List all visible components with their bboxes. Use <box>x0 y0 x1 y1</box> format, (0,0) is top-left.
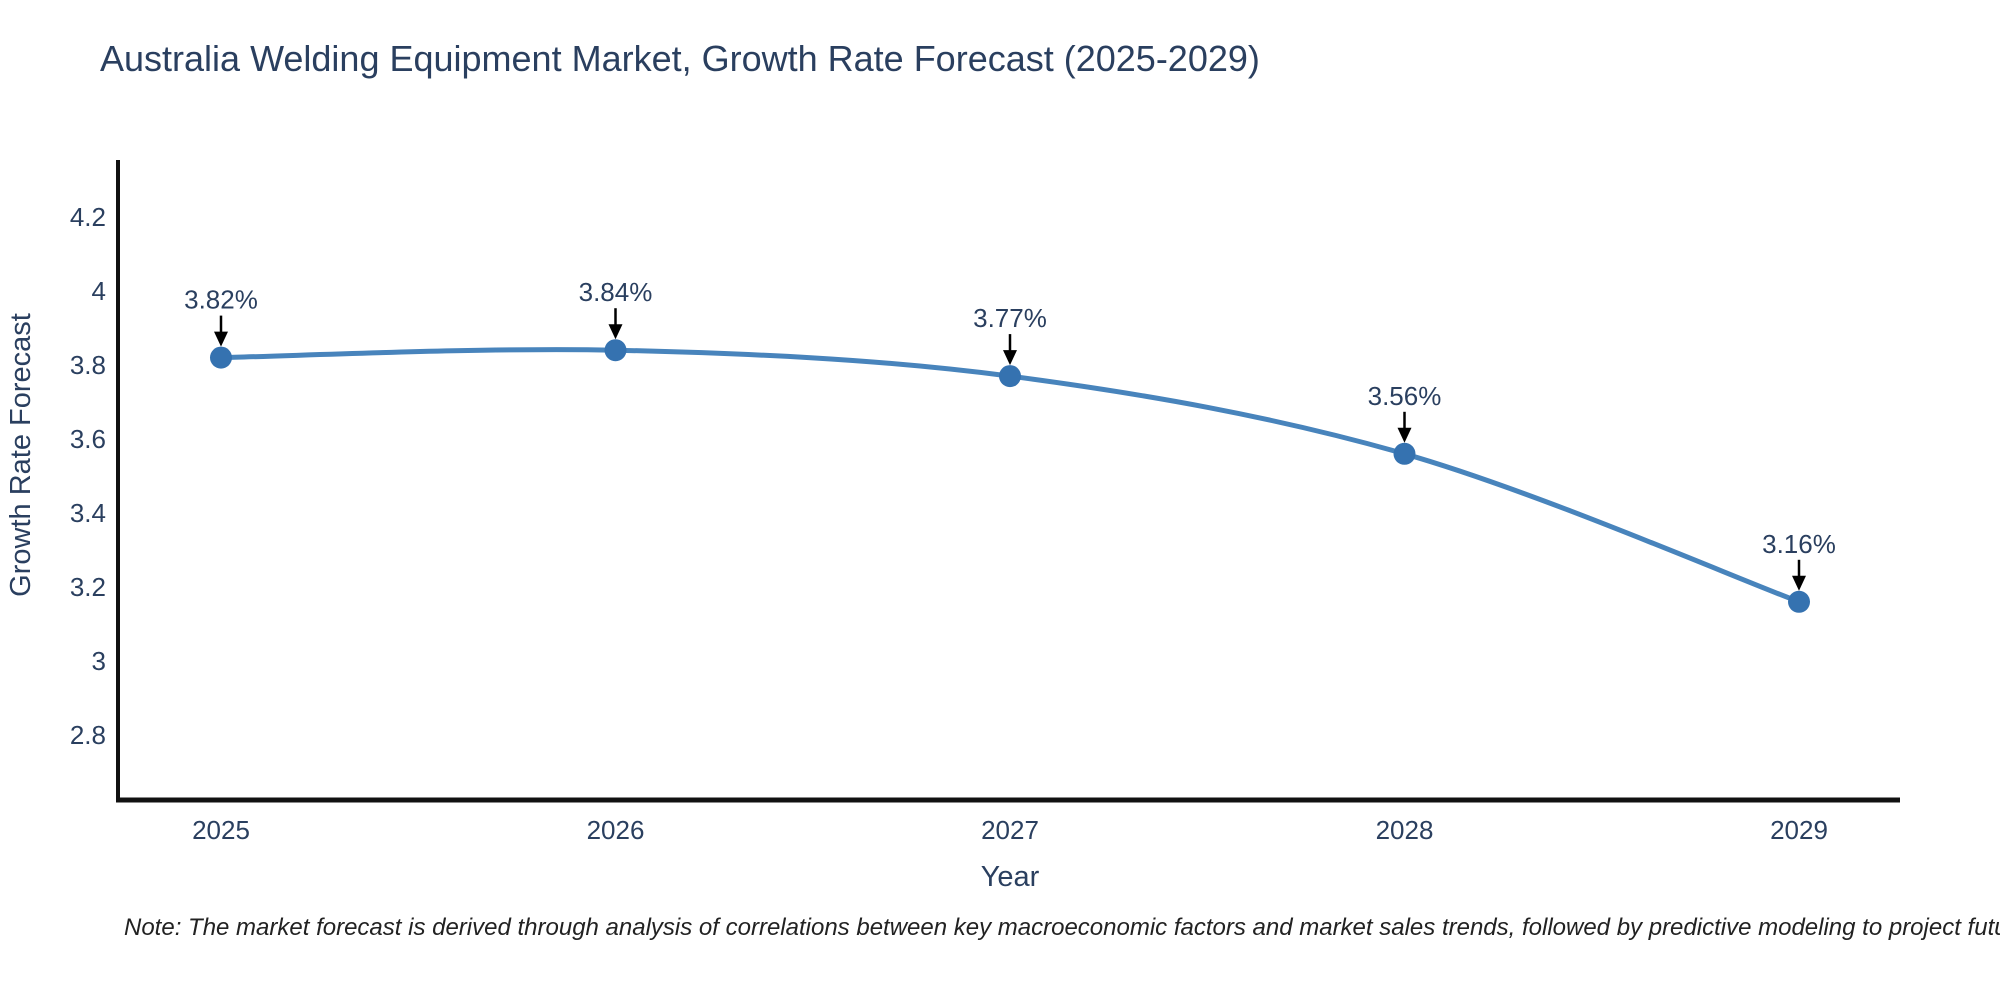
data-point-marker <box>210 346 232 369</box>
annotation-arrowhead-icon <box>1792 575 1806 591</box>
y-axis-title: Growth Rate Forecast <box>5 313 37 597</box>
y-tick-label: 2.8 <box>70 720 106 750</box>
annotation-arrowhead-icon <box>1003 350 1017 366</box>
y-tick-label: 3.8 <box>70 350 106 380</box>
annotation-label: 3.16% <box>1762 529 1836 559</box>
x-tick-label: 2028 <box>1376 815 1434 845</box>
annotation-label: 3.84% <box>579 277 653 307</box>
y-tick-label: 3 <box>92 646 106 676</box>
annotation-arrowhead-icon <box>608 324 623 340</box>
y-tick-label: 3.6 <box>70 424 106 454</box>
data-point-marker <box>1393 442 1416 465</box>
data-point-marker <box>604 339 627 362</box>
x-tick-label: 2025 <box>192 815 250 845</box>
trend-line <box>220 347 1800 605</box>
annotation-label: 3.82% <box>184 285 258 315</box>
y-tick-label: 4.2 <box>70 202 106 232</box>
y-tick-label: 4 <box>92 276 106 306</box>
y-tick-label: 3.2 <box>70 572 106 602</box>
data-point-marker <box>999 365 1021 388</box>
x-tick-label: 2027 <box>981 815 1039 845</box>
x-tick-label: 2029 <box>1770 815 1828 845</box>
annotation-arrowhead-icon <box>1397 427 1412 443</box>
annotation-label: 3.77% <box>973 303 1047 333</box>
chart-footnote: Note: The market forecast is derived thr… <box>124 914 2000 941</box>
x-tick-label: 2026 <box>587 815 645 845</box>
chart-title: Australia Welding Equipment Market, Grow… <box>100 38 1260 79</box>
x-axis-title: Year <box>981 861 1040 893</box>
y-tick-label: 3.4 <box>70 498 106 528</box>
annotation-arrowhead-icon <box>214 331 228 347</box>
annotation-label: 3.56% <box>1368 381 1442 411</box>
data-point-marker <box>1788 590 1810 613</box>
